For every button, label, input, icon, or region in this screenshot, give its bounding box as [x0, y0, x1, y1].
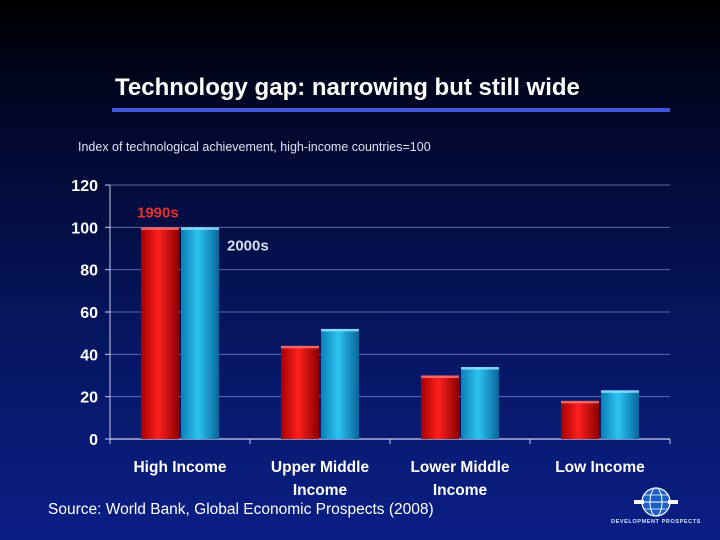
series-label-1990s: 1990s	[137, 204, 179, 221]
bar-1990s-1	[141, 227, 179, 439]
bar-top-highlight	[561, 400, 599, 404]
bar-top-highlight	[141, 227, 179, 230]
series-label-2000s: 2000s	[227, 237, 269, 254]
bar-2000s-4	[601, 390, 639, 439]
bar-top-highlight	[321, 328, 359, 332]
y-tick-label: 100	[71, 220, 98, 237]
bar-top-highlight	[461, 367, 499, 370]
x-category-label: Income	[433, 482, 488, 499]
bar-2000s-3	[461, 367, 499, 439]
x-category-label: Income	[293, 482, 348, 499]
bar-top-highlight	[281, 345, 319, 349]
x-category-label: Upper Middle	[271, 459, 370, 476]
y-tick-label: 60	[80, 305, 98, 322]
y-tick-label: 120	[71, 178, 98, 195]
bar-top-highlight	[421, 375, 459, 378]
bar-1990s-4	[561, 400, 599, 439]
x-category-label: Low Income	[555, 459, 645, 476]
x-category-label: Lower Middle	[410, 459, 509, 476]
slide-title: Technology gap: narrowing but still wide	[115, 74, 580, 101]
chart-subtitle: Index of technological achievement, high…	[78, 140, 431, 154]
bar-top-highlight	[181, 227, 219, 230]
logo-text: DEVELOPMENT PROSPECTS	[611, 519, 701, 525]
source-note: Source: World Bank, Global Economic Pros…	[48, 501, 434, 518]
bar-2000s-1	[181, 227, 219, 439]
title-underline	[112, 108, 670, 112]
development-prospects-logo: DEVELOPMENT PROSPECTS	[608, 486, 704, 530]
x-category-label: High Income	[133, 459, 226, 476]
bar-top-highlight	[601, 390, 639, 393]
bar-2000s-2	[321, 328, 359, 439]
y-tick-label: 80	[80, 263, 98, 280]
bar-1990s-3	[421, 375, 459, 439]
y-tick-label: 20	[80, 390, 98, 407]
y-tick-label: 40	[80, 347, 98, 364]
globe-icon	[634, 487, 678, 517]
y-tick-label: 0	[89, 432, 98, 449]
bar-1990s-2	[281, 345, 319, 439]
